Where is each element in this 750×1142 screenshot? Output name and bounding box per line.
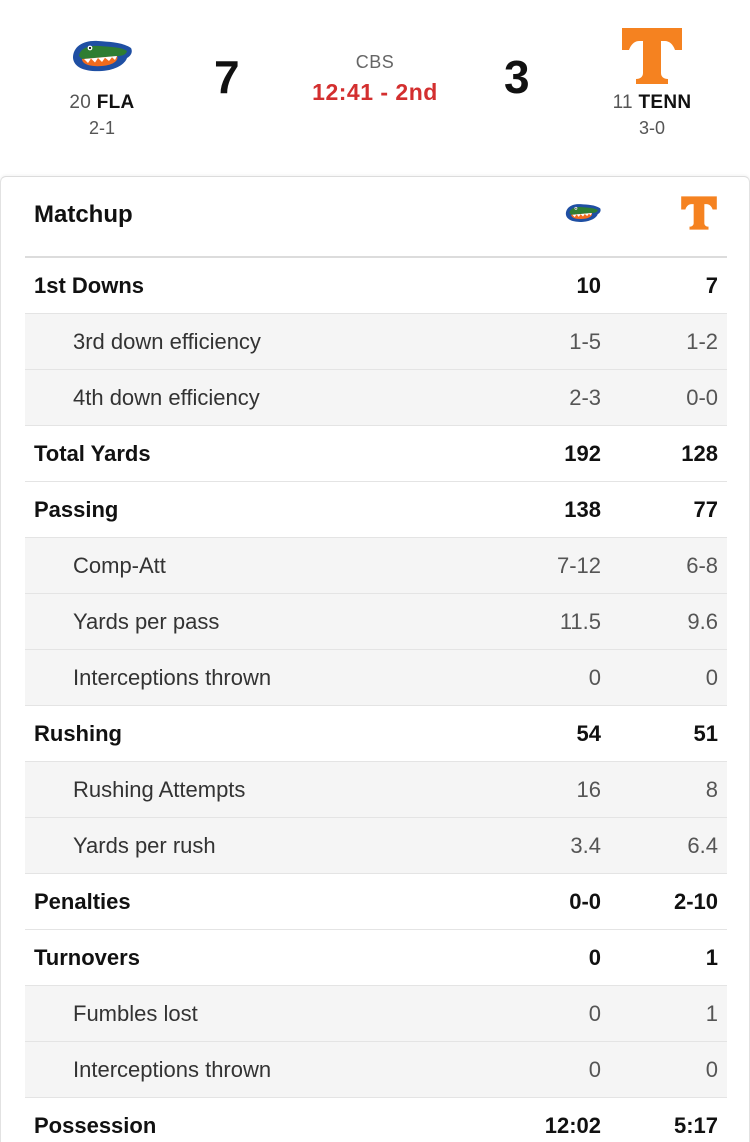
home-score: 3 — [504, 51, 530, 103]
stat-home-value: 8 — [705, 777, 718, 802]
stat-row-fumbles-lost: Fumbles lost 0 1 — [25, 986, 727, 1042]
stat-label: 1st Downs — [34, 273, 145, 298]
stat-home-value: 9.6 — [687, 609, 718, 634]
stat-away-value: 2-3 — [569, 385, 601, 410]
stat-away-value: 54 — [576, 721, 601, 746]
stat-home-value: 0 — [705, 1057, 718, 1082]
stat-away-value: 1-5 — [569, 329, 601, 354]
stat-label: 3rd down efficiency — [73, 329, 261, 354]
stat-label: Interceptions thrown — [73, 665, 272, 690]
stat-label: Rushing — [34, 721, 122, 746]
stat-home-value: 7 — [705, 273, 718, 298]
gator-head-icon — [73, 40, 132, 72]
stat-away-value: 16 — [576, 777, 601, 802]
stat-home-value: 5:17 — [673, 1113, 718, 1138]
stat-label: Passing — [34, 497, 119, 522]
away-team-rank: 20 — [69, 92, 92, 113]
stat-row-fourth-down-efficiency: 4th down efficiency 2-3 0-0 — [25, 370, 727, 426]
home-team-record: 3-0 — [638, 118, 665, 138]
stat-home-value: 128 — [681, 441, 718, 466]
stat-home-value: 51 — [693, 721, 718, 746]
stat-row-yards-per-pass: Yards per pass 11.5 9.6 — [25, 594, 727, 650]
stat-row-comp-att: Comp-Att 7-12 6-8 — [25, 538, 727, 594]
game-status: CBS 12:41 - 2nd — [275, 52, 475, 106]
stat-home-value: 1-2 — [686, 329, 718, 354]
stat-label: Penalties — [34, 889, 131, 914]
stat-label: Yards per rush — [73, 833, 216, 858]
gator-head-icon — [565, 204, 601, 222]
stat-label: Total Yards — [34, 441, 151, 466]
stat-row-passing: Passing 138 77 — [25, 482, 727, 538]
stat-home-value: 0-0 — [686, 385, 718, 410]
stat-away-value: 3.4 — [570, 833, 601, 858]
away-team-name: 20 FLA — [22, 92, 182, 114]
away-score: 7 — [214, 51, 240, 103]
home-team[interactable]: 11 TENN 3-0 — [572, 26, 732, 139]
stat-home-value: 77 — [693, 497, 718, 522]
stat-away-value: 0 — [588, 945, 601, 970]
stat-row-turnovers: Turnovers 0 1 — [25, 930, 727, 986]
stat-home-value: 2-10 — [673, 889, 718, 914]
stat-row-interceptions-thrown-turnovers: Interceptions thrown 0 0 — [25, 1042, 727, 1098]
stat-away-value: 192 — [564, 441, 601, 466]
tv-network: CBS — [355, 52, 395, 72]
home-team-abbr: TENN — [638, 92, 692, 113]
away-column-logo — [553, 193, 613, 233]
matchup-card: Matchup 1st Downs 10 7 3rd down efficien… — [0, 176, 750, 1142]
stat-away-value: 0 — [588, 665, 601, 690]
stat-away-value: 0 — [588, 1057, 601, 1082]
stat-label: 4th down efficiency — [73, 385, 260, 410]
stats-table: 1st Downs 10 7 3rd down efficiency 1-5 1… — [25, 258, 727, 1142]
stat-row-total-yards: Total Yards 192 128 — [25, 426, 727, 482]
stat-row-third-down-efficiency: 3rd down efficiency 1-5 1-2 — [25, 314, 727, 370]
stat-label: Possession — [34, 1113, 157, 1138]
stat-home-value: 0 — [705, 665, 718, 690]
game-clock: 12:41 - 2nd — [312, 79, 438, 105]
matchup-header: Matchup — [25, 177, 727, 258]
stat-label: Comp-Att — [73, 553, 166, 578]
stat-label: Turnovers — [34, 945, 140, 970]
stat-away-value: 0-0 — [569, 889, 601, 914]
stat-label: Yards per pass — [73, 609, 220, 634]
away-team-record: 2-1 — [88, 118, 115, 138]
home-team-name: 11 TENN — [572, 92, 732, 114]
stat-away-value: 138 — [564, 497, 601, 522]
stat-label: Rushing Attempts — [73, 777, 246, 802]
stat-home-value: 6.4 — [687, 833, 718, 858]
stat-away-value: 12:02 — [544, 1113, 601, 1138]
away-team[interactable]: 20 FLA 2-1 — [22, 26, 182, 139]
stat-row-interceptions-thrown: Interceptions thrown 0 0 — [25, 650, 727, 706]
stat-row-penalties: Penalties 0-0 2-10 — [25, 874, 727, 930]
stat-home-value: 1 — [705, 1001, 718, 1026]
stat-away-value: 10 — [576, 273, 601, 298]
stat-row-first-downs: 1st Downs 10 7 — [25, 258, 727, 314]
stat-away-value: 7-12 — [556, 553, 601, 578]
stat-row-possession: Possession 12:02 5:17 — [25, 1098, 727, 1142]
power-t-icon — [622, 28, 682, 84]
home-column-logo — [669, 193, 729, 233]
stat-label: Interceptions thrown — [73, 1057, 272, 1082]
matchup-title: Matchup — [34, 201, 133, 228]
scoreboard-header: 20 FLA 2-1 7 CBS 12:41 - 2nd 3 11 TENN 3… — [0, 0, 750, 176]
stat-row-rushing-attempts: Rushing Attempts 16 8 — [25, 762, 727, 818]
power-t-icon — [681, 196, 717, 230]
stat-home-value: 1 — [705, 945, 718, 970]
stat-away-value: 11.5 — [559, 609, 601, 634]
stat-home-value: 6-8 — [686, 553, 718, 578]
stat-row-rushing: Rushing 54 51 — [25, 706, 727, 762]
stat-away-value: 0 — [588, 1001, 601, 1026]
stat-row-yards-per-rush: Yards per rush 3.4 6.4 — [25, 818, 727, 874]
away-team-abbr: FLA — [96, 92, 135, 113]
stat-label: Fumbles lost — [73, 1001, 198, 1026]
home-team-rank: 11 — [612, 92, 633, 113]
